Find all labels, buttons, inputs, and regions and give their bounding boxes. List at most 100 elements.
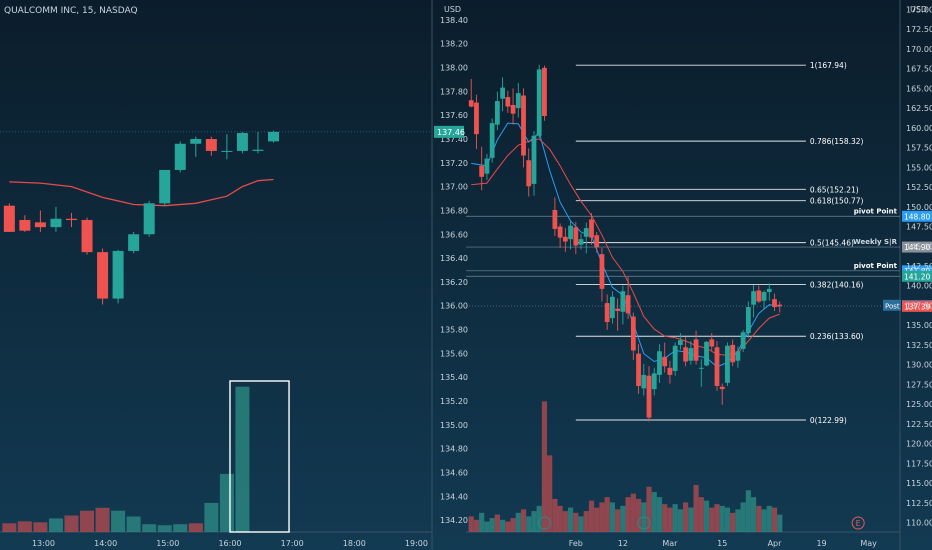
daily-candle-body	[772, 299, 777, 308]
daily-candle-body	[625, 295, 631, 314]
daily-price-tick-label: 172.50	[906, 25, 932, 34]
candle-body	[3, 205, 15, 232]
daily-volume-bar	[520, 509, 527, 532]
daily-candle-body	[677, 340, 683, 345]
daily-candle-body	[552, 209, 558, 229]
daily-candle-body	[725, 345, 730, 383]
time-tick-label: 17:00	[281, 539, 304, 548]
daily-volume-bar	[761, 509, 767, 532]
time-tick-label: 16:00	[218, 539, 241, 548]
daily-volume-bar	[588, 500, 595, 532]
daily-volume-bar	[719, 505, 725, 532]
candle-body	[174, 143, 186, 170]
price-tick-label: 134.80	[440, 445, 468, 454]
daily-price-tick-label: 117.50	[906, 459, 932, 468]
daily-volume-bar	[714, 504, 720, 532]
daily-candle-body	[719, 386, 725, 390]
horizontal-level-tag-label: 141.20	[904, 272, 930, 281]
price-tag-label: 137.39	[904, 302, 930, 311]
daily-volume-bar	[479, 512, 485, 532]
candle-body	[50, 218, 62, 228]
daily-candle-body	[479, 165, 485, 177]
volume-bar	[33, 522, 48, 532]
symbol-title: QUALCOMM INC, 15, NASDAQ	[4, 6, 138, 16]
daily-price-tick-label: 115.00	[906, 479, 932, 488]
daily-candle-body	[531, 135, 537, 184]
candle-body	[97, 252, 109, 299]
daily-volume-bar	[489, 518, 495, 532]
time-tick-label: 15:00	[156, 539, 179, 548]
daily-chart-pane[interactable]: pivot Point 148.80 Weekly S|R 144.90 pivot P…	[466, 0, 932, 550]
volume-bar	[219, 473, 234, 532]
daily-candle-body	[505, 97, 511, 107]
daily-candle-body	[484, 158, 490, 174]
daily-candle-body	[683, 347, 689, 362]
daily-volume-bar	[583, 511, 589, 532]
price-tag	[902, 300, 932, 312]
intraday-chart-pane[interactable]: 138.40138.20138.00137.80137.60137.40137.…	[0, 0, 468, 550]
daily-price-tick-label: 145.00	[906, 242, 932, 251]
fib-level-label: 0.382(140.16)	[810, 280, 864, 289]
daily-volume-bar	[557, 505, 563, 532]
volume-bar	[188, 523, 203, 532]
volume-bar	[64, 515, 79, 532]
daily-candle-body	[630, 316, 636, 351]
volume-bar	[173, 524, 188, 532]
daily-candle-body	[583, 228, 589, 237]
candle-body	[143, 203, 155, 235]
price-axis-unit: USD	[444, 5, 461, 14]
daily-time-tick-label: May	[860, 539, 877, 548]
daily-time-tick-label: 15	[717, 539, 727, 548]
daily-candle-body	[698, 367, 704, 369]
volume-bar	[142, 524, 157, 532]
price-tick-label: 138.40	[440, 16, 468, 25]
fib-level-label: 0(122.99)	[810, 416, 847, 425]
daily-candle-body	[578, 239, 584, 245]
daily-volume-bar	[756, 505, 762, 532]
daily-volume-bar	[709, 507, 715, 532]
price-tick-label: 136.80	[440, 206, 468, 215]
daily-candle-body	[641, 374, 647, 389]
daily-price-tick-label: 160.00	[906, 124, 932, 133]
price-tick-label: 136.00	[440, 302, 468, 311]
daily-price-tick-label: 147.50	[906, 223, 932, 232]
daily-volume-bar	[562, 511, 568, 532]
price-tick-label: 134.40	[440, 492, 468, 501]
daily-candle-body	[651, 373, 657, 390]
daily-volume-bar	[672, 504, 678, 532]
daily-volume-bar	[740, 502, 746, 532]
fib-level-label: 0.65(152.21)	[810, 185, 859, 194]
daily-time-tick-label: Mar	[662, 539, 678, 548]
daily-candle-body	[714, 347, 720, 386]
daily-candle-body	[735, 351, 741, 361]
daily-volume-bar	[777, 514, 783, 532]
daily-candle-body	[599, 254, 605, 289]
daily-volume-bar	[494, 514, 500, 532]
horizontal-level-label: pivot Point	[854, 262, 898, 270]
daily-volume-bar	[536, 505, 542, 532]
candle-body	[205, 139, 217, 151]
daily-candle-body	[662, 356, 668, 367]
volume-highlight-box	[229, 380, 290, 533]
daily-price-tick-label: 157.50	[906, 144, 932, 153]
candle-body	[267, 131, 279, 142]
daily-volume-bar	[724, 507, 731, 532]
daily-volume-bar	[515, 512, 521, 532]
daily-volume-bar	[541, 401, 548, 532]
daily-candle-body	[615, 308, 621, 311]
volume-bar	[80, 510, 95, 532]
daily-candle-body	[709, 339, 715, 347]
candle-body	[236, 133, 248, 151]
daily-volume-bar	[609, 502, 616, 532]
daily-price-tick-label: 167.50	[906, 65, 932, 74]
daily-price-tick-label: 150.00	[906, 203, 932, 212]
post-market-label: Post	[885, 302, 900, 310]
time-tick-label: 14:00	[94, 539, 117, 548]
daily-volume-bar	[620, 505, 626, 532]
daily-candle-body	[468, 100, 474, 107]
volume-bar	[48, 518, 63, 532]
daily-candle-body	[777, 304, 783, 307]
daily-candle-body	[636, 353, 641, 386]
fib-level-label: 0.236(133.60)	[810, 332, 864, 341]
